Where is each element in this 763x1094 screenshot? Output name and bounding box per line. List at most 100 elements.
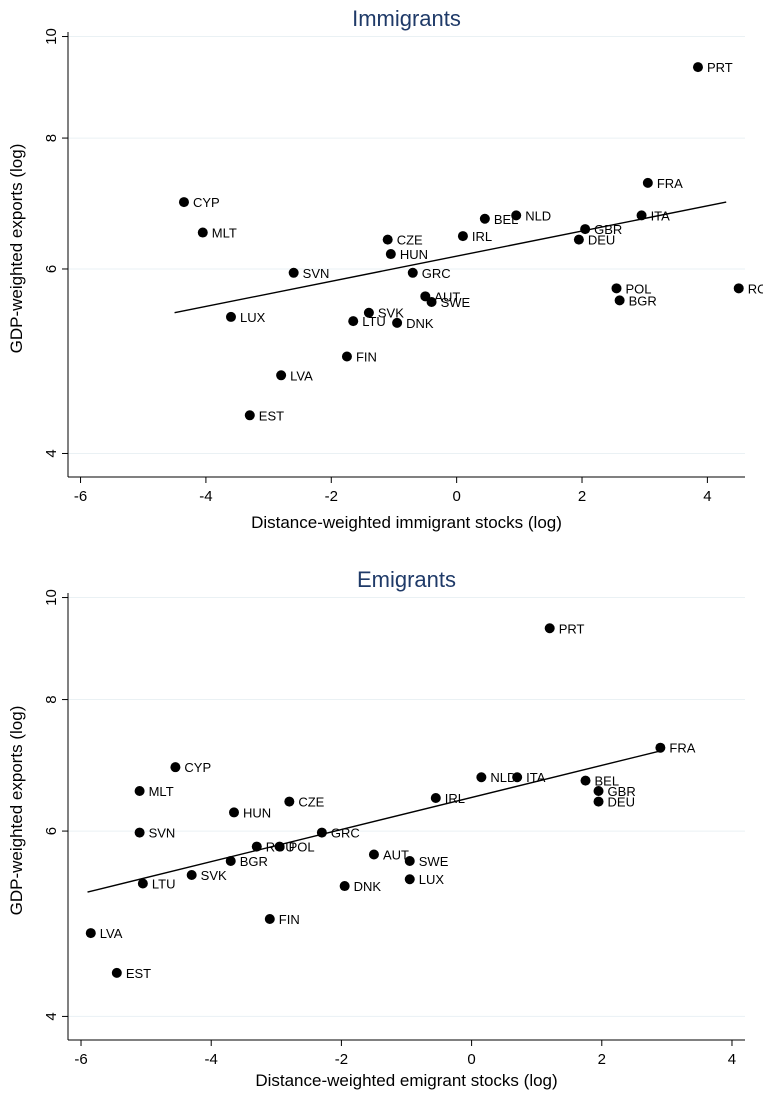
data-label-mlt: MLT bbox=[212, 226, 237, 241]
data-point-dnk bbox=[339, 881, 350, 892]
data-label-rou: ROU bbox=[266, 840, 295, 855]
data-point-rou bbox=[251, 841, 262, 852]
x-tick-label: 0 bbox=[467, 1051, 475, 1068]
data-label-svn: SVN bbox=[303, 266, 330, 281]
data-point-nld bbox=[476, 772, 487, 783]
immigrants-title: Immigrants bbox=[352, 6, 461, 31]
data-label-prt: PRT bbox=[707, 60, 733, 75]
data-point-irl bbox=[430, 793, 441, 804]
y-tick-label: 4 bbox=[43, 1012, 60, 1020]
x-tick-label: -6 bbox=[74, 488, 87, 505]
data-label-dnk: DNK bbox=[406, 316, 434, 331]
emigrants-title: Emigrants bbox=[357, 567, 456, 592]
data-label-mlt: MLT bbox=[149, 784, 174, 799]
data-label-grc: GRC bbox=[331, 826, 360, 841]
data-label-fra: FRA bbox=[669, 741, 695, 756]
data-label-swe: SWE bbox=[419, 854, 449, 869]
x-tick-label: 0 bbox=[452, 488, 460, 505]
data-point-cyp bbox=[178, 197, 189, 208]
data-label-fin: FIN bbox=[279, 912, 300, 927]
data-label-pol: POL bbox=[289, 840, 315, 855]
x-tick-label: -6 bbox=[74, 1051, 87, 1068]
data-point-swe bbox=[426, 296, 437, 307]
data-label-hun: HUN bbox=[400, 247, 428, 262]
data-point-fin bbox=[264, 914, 275, 925]
data-label-svk: SVK bbox=[201, 868, 227, 883]
data-label-aut: AUT bbox=[383, 848, 409, 863]
emigrants-fit-line bbox=[87, 750, 661, 893]
data-point-est bbox=[244, 410, 255, 421]
data-point-ita bbox=[512, 772, 523, 783]
emigrants-x-axis-label: Distance-weighted emigrant stocks (log) bbox=[255, 1071, 557, 1090]
immigrants-fit-line bbox=[174, 201, 727, 314]
data-point-hun bbox=[228, 807, 239, 818]
data-point-prt bbox=[692, 62, 703, 73]
data-point-lux bbox=[225, 311, 236, 322]
data-label-hun: HUN bbox=[243, 805, 271, 820]
data-point-lva bbox=[85, 928, 96, 939]
x-tick-label: 2 bbox=[578, 488, 586, 505]
x-tick-label: -2 bbox=[335, 1051, 348, 1068]
y-tick-label: 10 bbox=[43, 28, 60, 45]
x-tick-label: 4 bbox=[703, 488, 711, 505]
data-point-fin bbox=[341, 351, 352, 362]
y-tick-label: 4 bbox=[43, 449, 60, 457]
x-tick-label: -2 bbox=[325, 488, 338, 505]
data-label-ita: ITA bbox=[651, 208, 671, 223]
x-tick-label: 2 bbox=[598, 1051, 606, 1068]
data-point-gbr bbox=[580, 224, 591, 235]
data-point-cze bbox=[382, 234, 393, 245]
data-label-ro: RO bbox=[748, 281, 763, 296]
data-label-dnk: DNK bbox=[354, 879, 382, 894]
data-point-grc bbox=[316, 827, 327, 838]
data-point-fra bbox=[642, 177, 653, 188]
data-point-ita bbox=[636, 210, 647, 221]
data-point-bel bbox=[580, 775, 591, 786]
data-point-mlt bbox=[134, 785, 145, 796]
data-point-pol bbox=[611, 283, 622, 294]
y-tick-label: 6 bbox=[43, 827, 60, 835]
emigrants-y-axis-label: GDP-weighted exports (log) bbox=[7, 706, 26, 916]
data-point-bel bbox=[479, 213, 490, 224]
data-label-ita: ITA bbox=[526, 770, 546, 785]
data-label-lux: LUX bbox=[419, 872, 445, 887]
data-point-hun bbox=[385, 249, 396, 260]
data-point-lva bbox=[276, 370, 287, 381]
data-label-deu: DEU bbox=[588, 233, 615, 248]
x-tick-label: 4 bbox=[728, 1051, 736, 1068]
immigrants-panel: 4 6 8 10 -6 -4 -2 0 2 4 Immigrants Distance-weighte… bbox=[7, 6, 763, 532]
data-label-cyp: CYP bbox=[193, 195, 220, 210]
data-point-irl bbox=[457, 231, 468, 242]
data-point-mlt bbox=[197, 227, 208, 238]
data-label-lux: LUX bbox=[240, 310, 266, 325]
data-label-deu: DEU bbox=[608, 795, 635, 810]
data-point-ltu bbox=[348, 316, 359, 327]
data-label-ltu: LTU bbox=[362, 314, 386, 329]
data-point-cyp bbox=[170, 762, 181, 773]
data-point-bgr bbox=[225, 855, 236, 866]
data-label-svk: SVK bbox=[378, 306, 404, 321]
data-point-svk bbox=[186, 870, 197, 881]
x-tick-label: -4 bbox=[199, 488, 212, 505]
data-label-swe: SWE bbox=[441, 295, 471, 310]
data-label-bgr: BGR bbox=[629, 293, 657, 308]
data-label-nld: NLD bbox=[490, 770, 516, 785]
y-tick-label: 10 bbox=[43, 589, 60, 606]
data-label-grc: GRC bbox=[422, 266, 451, 281]
data-label-fin: FIN bbox=[356, 350, 377, 365]
data-point-gbr bbox=[593, 785, 604, 796]
data-point-cze bbox=[284, 796, 295, 807]
data-label-lva: LVA bbox=[290, 368, 313, 383]
data-point-swe bbox=[404, 855, 415, 866]
data-point-nld bbox=[511, 210, 522, 221]
data-point-fra bbox=[655, 742, 666, 753]
data-label-irl: IRL bbox=[445, 791, 465, 806]
data-point-dnk bbox=[392, 317, 403, 328]
y-tick-label: 6 bbox=[43, 265, 60, 273]
data-point-bgr bbox=[614, 295, 625, 306]
data-label-est: EST bbox=[126, 966, 151, 981]
x-tick-label: -4 bbox=[205, 1051, 218, 1068]
data-point-svn bbox=[134, 827, 145, 838]
